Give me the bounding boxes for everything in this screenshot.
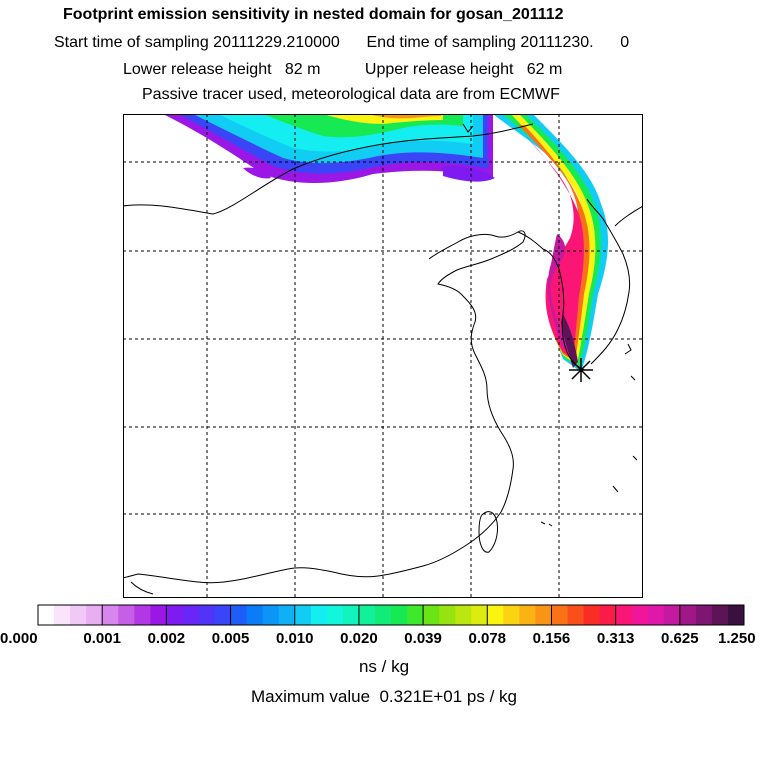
color-scale-tick-label: 0.625 (661, 630, 699, 647)
color-swatch (294, 605, 312, 625)
color-swatch (326, 605, 344, 625)
color-swatch (439, 605, 456, 625)
color-swatch (615, 605, 633, 625)
color-scale-bar (37, 604, 745, 626)
color-scale-tick-label: 0.001 (83, 630, 121, 647)
northern-plume (163, 114, 495, 183)
receptor-marker (569, 358, 593, 382)
color-scale-tick-label: 0.002 (147, 630, 186, 647)
tracer-info-line: Passive tracer used, meteorological data… (142, 86, 560, 103)
color-swatch (278, 605, 296, 625)
color-swatch (391, 605, 408, 625)
color-swatch (198, 605, 215, 625)
color-swatch (487, 605, 504, 625)
color-swatch (342, 605, 360, 625)
color-swatch (214, 605, 232, 625)
color-swatch (166, 605, 183, 625)
color-swatch (455, 605, 472, 625)
color-swatch (551, 605, 568, 625)
color-swatch (118, 605, 135, 625)
color-scale-frame (37, 604, 745, 626)
color-scale-tick-label: 0.000 (0, 630, 38, 647)
color-swatch (631, 605, 649, 625)
color-swatch (246, 605, 264, 625)
color-swatch (182, 605, 199, 625)
color-swatch (150, 605, 167, 625)
color-swatch (358, 605, 376, 625)
color-swatch (230, 605, 248, 625)
footprint-map (123, 114, 643, 598)
color-scale-tick-label: 0.078 (468, 630, 507, 647)
color-swatch (134, 605, 151, 625)
coastlines (123, 123, 643, 595)
color-swatch (679, 605, 697, 625)
color-swatch (374, 605, 392, 625)
color-swatch (599, 605, 617, 625)
release-height-line: Lower release height 82 m Upper release … (123, 61, 563, 78)
color-swatch (663, 605, 681, 625)
maximum-value-label: Maximum value 0.321E+01 ps / kg (251, 687, 517, 706)
color-swatch (407, 605, 424, 625)
color-scale-units: ns / kg (358, 657, 410, 676)
color-scale-tick-label: 1.250 (718, 630, 756, 647)
color-swatch (567, 605, 585, 625)
color-scale-tick-label: 0.005 (211, 630, 250, 647)
color-swatch (519, 605, 536, 625)
color-scale-tick-label: 0.039 (404, 630, 442, 647)
color-swatch (471, 605, 488, 625)
color-swatch (423, 605, 440, 625)
color-scale-tick-label: 0.313 (596, 630, 635, 647)
color-swatch (647, 605, 665, 625)
color-swatch (535, 605, 552, 625)
color-swatch (54, 605, 71, 625)
color-swatch (70, 605, 87, 625)
color-swatch (102, 605, 119, 625)
sampling-time-line: Start time of sampling 20111229.210000 E… (54, 34, 630, 51)
plot-title: Footprint emission sensitivity in nested… (63, 6, 564, 23)
color-swatch (711, 605, 729, 625)
color-swatch (583, 605, 601, 625)
color-swatch (727, 605, 745, 625)
color-swatch (503, 605, 520, 625)
color-scale-tick-label: 0.156 (532, 630, 571, 647)
trajectory-plume (493, 114, 609, 372)
grid-lines (123, 114, 643, 598)
map-frame (123, 114, 643, 598)
color-scale-tick-label: 0.010 (275, 630, 314, 647)
color-swatch (262, 605, 280, 625)
color-scale-tick-label: 0.020 (340, 630, 378, 647)
color-swatch (86, 605, 103, 625)
color-swatch (695, 605, 713, 625)
color-swatch (38, 605, 55, 625)
color-swatch (310, 605, 328, 625)
